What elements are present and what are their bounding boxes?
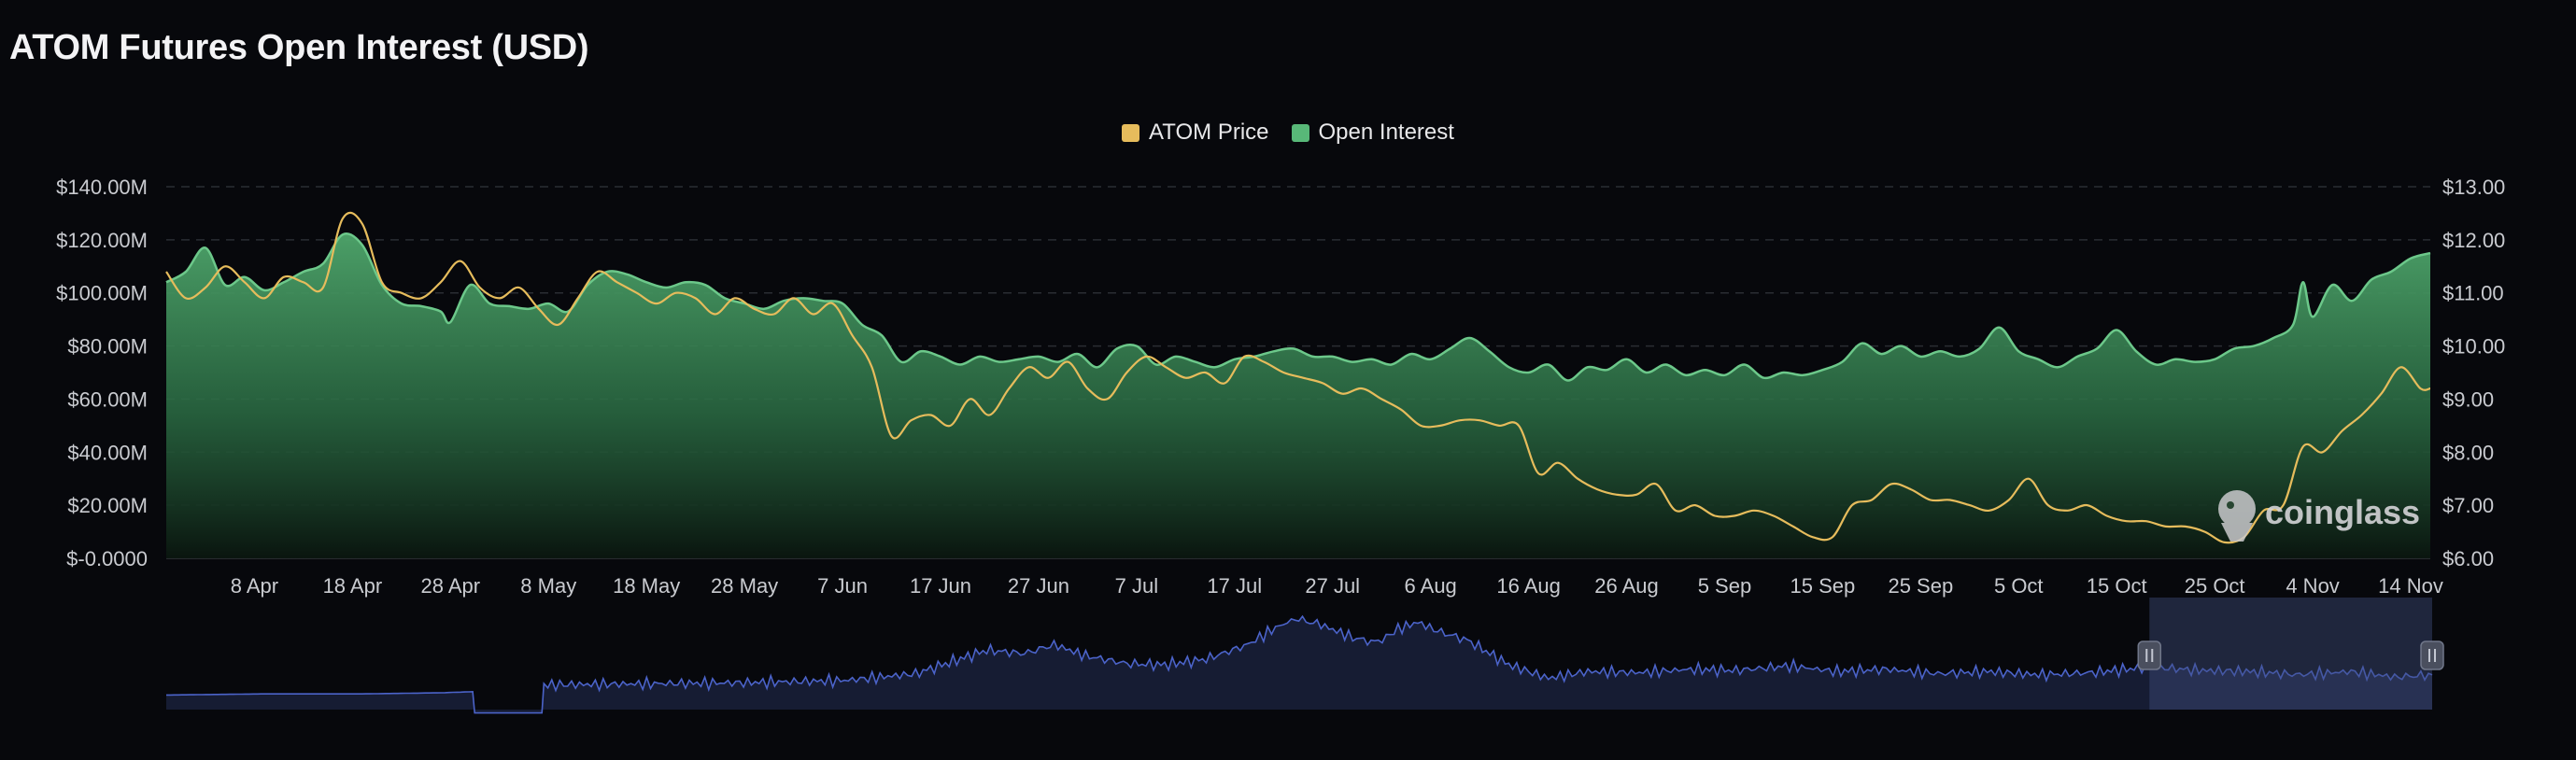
chart-title: ATOM Futures Open Interest (USD) xyxy=(9,28,589,67)
y-left-tick-label: $60.00M xyxy=(67,387,148,411)
legend-item-open-interest[interactable]: Open Interest xyxy=(1291,120,1454,146)
y-right-tick-label: $11.00 xyxy=(2442,282,2504,305)
y-right-tick-label: $8.00 xyxy=(2442,441,2494,464)
x-tick-label: 18 May xyxy=(613,574,680,598)
x-tick-label: 18 Apr xyxy=(323,574,383,598)
y-left-tick-label: $-0.0000 xyxy=(66,547,148,570)
x-tick-label: 28 Apr xyxy=(421,574,481,598)
y-axis-left: $-0.0000 $20.00M $40.00M $60.00M $80.00M $100… xyxy=(56,176,148,570)
y-left-tick-label: $140.00M xyxy=(56,176,148,199)
legend-label-open-interest: Open Interest xyxy=(1318,120,1454,145)
atom-price-line xyxy=(165,211,2431,544)
x-tick-label: 8 Apr xyxy=(231,574,278,598)
y-right-tick-label: $7.00 xyxy=(2442,494,2494,517)
navigator-selection[interactable] xyxy=(2149,598,2432,710)
open-interest-area xyxy=(165,232,2431,558)
x-tick-label: 28 May xyxy=(711,574,778,598)
x-tick-label: 14 Nov xyxy=(2378,574,2443,598)
x-tick-label: 7 Jun xyxy=(817,574,868,598)
y-right-tick-label: $6.00 xyxy=(2442,547,2494,570)
y-left-tick-label: $40.00M xyxy=(67,441,148,464)
navigator-line xyxy=(166,614,2433,714)
x-tick-label: 4 Nov xyxy=(2286,574,2339,598)
legend-item-price[interactable]: ATOM Price xyxy=(1122,120,1269,146)
x-axis: 8 Apr 18 Apr 28 Apr 8 May 18 May 28 May 7 Jun 1… xyxy=(231,574,2443,598)
price-line xyxy=(165,211,2431,544)
y-left-tick-label: $80.00M xyxy=(67,335,148,359)
open-interest-line xyxy=(165,232,2431,382)
y-axis-right: $6.00 $7.00 $8.00 $9.00 $10.00 $11.00 $12.00 $1… xyxy=(2442,176,2505,570)
coinglass-logo-icon xyxy=(2218,490,2256,542)
y-right-tick-label: $9.00 xyxy=(2442,387,2494,411)
handle-grip xyxy=(2137,640,2162,670)
x-tick-label: 26 Aug xyxy=(1594,574,1659,598)
navigator-handle-left[interactable] xyxy=(2137,640,2162,670)
chart-legend: ATOM Price Open Interest xyxy=(0,120,2576,146)
navigator[interactable] xyxy=(166,598,2444,714)
logo-head xyxy=(2218,490,2256,528)
legend-swatch-open-interest xyxy=(1291,123,1309,142)
x-tick-label: 6 Aug xyxy=(1405,574,1457,598)
handle-grip xyxy=(2420,640,2444,670)
navigator-handle-right[interactable] xyxy=(2420,640,2444,670)
x-tick-label: 27 Jun xyxy=(1008,574,1069,598)
legend-label-price: ATOM Price xyxy=(1149,120,1269,145)
x-tick-label: 17 Jun xyxy=(910,574,971,598)
x-tick-label: 27 Jul xyxy=(1305,574,1360,598)
x-tick-label: 5 Oct xyxy=(1994,574,2044,598)
x-tick-label: 8 May xyxy=(520,574,576,598)
logo-body xyxy=(2221,523,2253,542)
y-left-tick-label: $100.00M xyxy=(56,282,148,305)
x-tick-label: 15 Oct xyxy=(2087,574,2147,598)
x-tick-label: 25 Oct xyxy=(2185,574,2245,598)
watermark-text: coinglass xyxy=(2265,493,2420,531)
x-tick-label: 7 Jul xyxy=(1115,574,1158,598)
open-interest-fill xyxy=(166,233,2430,558)
legend-swatch-price xyxy=(1122,123,1140,142)
x-tick-label: 17 Jul xyxy=(1207,574,1262,598)
y-right-tick-label: $10.00 xyxy=(2442,335,2505,359)
y-right-tick-label: $13.00 xyxy=(2442,176,2505,199)
x-tick-label: 25 Sep xyxy=(1888,574,1953,598)
x-tick-label: 5 Sep xyxy=(1698,574,1752,598)
y-left-tick-label: $20.00M xyxy=(67,494,148,517)
x-tick-label: 16 Aug xyxy=(1496,574,1561,598)
y-right-tick-label: $12.00 xyxy=(2442,229,2505,252)
watermark: coinglass xyxy=(2218,490,2420,542)
logo-eye xyxy=(2227,501,2234,509)
navigator-area xyxy=(166,616,2432,713)
y-left-tick-label: $120.00M xyxy=(56,229,148,252)
x-tick-label: 15 Sep xyxy=(1790,574,1856,598)
